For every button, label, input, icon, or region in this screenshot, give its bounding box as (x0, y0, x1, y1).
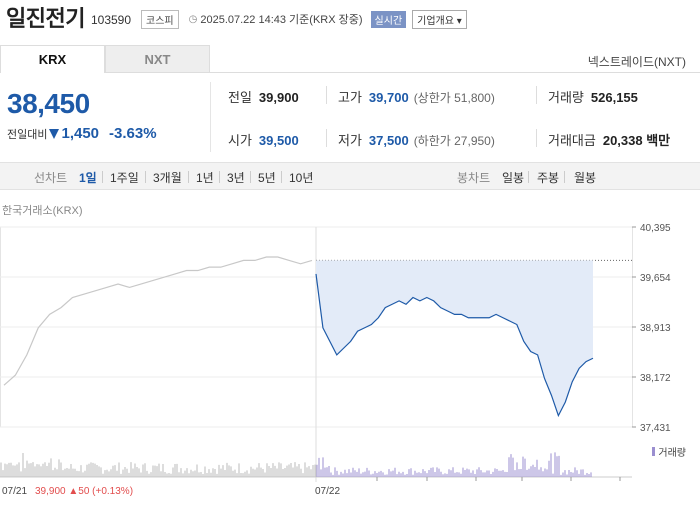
period-sep (528, 171, 529, 183)
volume-swatch (652, 447, 656, 456)
volume-legend-label: 거래량 (658, 448, 686, 459)
company-overview-label: 기업개요 (417, 15, 454, 27)
candle-daily[interactable]: 일봉 (502, 171, 525, 185)
nxt-link[interactable]: 넥스트레이드(NXT) (587, 55, 686, 69)
stat-volume-label: 거래량 (548, 90, 584, 105)
period-sep (219, 171, 220, 183)
period-1d[interactable]: 1일 (79, 171, 97, 185)
y-tick-label: 38,913 (640, 323, 671, 334)
stat-divider (326, 129, 327, 147)
price-divider (210, 82, 211, 152)
tab-divider (210, 72, 700, 73)
period-3m[interactable]: 3개월 (153, 171, 182, 185)
prev-date: 07/21 (2, 486, 28, 497)
data-source: 한국거래소(KRX) (2, 205, 83, 217)
quote-datetime: 2025.07.22 14:43 기준(KRX 장중) (200, 14, 363, 26)
stat-high-value: 39,700 (368, 90, 409, 105)
company-overview-button[interactable]: 기업개요 ▾ (412, 9, 467, 29)
stat-low: 저가 37,500 (하한가 27,950) (338, 130, 495, 149)
exchange-tabs: KRX NXT (0, 45, 210, 73)
stock-code: 103590 (90, 13, 132, 27)
company-name: 일진전기 (6, 6, 85, 31)
stat-low-label: 저가 (338, 133, 362, 148)
y-tick-label: 37,431 (640, 423, 671, 434)
change-value: 1,450 (61, 125, 100, 142)
line-chart-label: 선차트 (34, 171, 68, 185)
stat-low-value: 37,500 (368, 133, 409, 148)
period-1y[interactable]: 1년 (196, 171, 214, 185)
change-percent: -3.63% (109, 125, 157, 142)
stat-amount-value: 20,338 백만 (602, 133, 671, 148)
stat-amount: 거래대금 20,338 백만 (548, 130, 670, 149)
prev-day-line (3, 256, 313, 386)
stat-prev: 전일 39,900 (228, 87, 299, 106)
period-1w[interactable]: 1주일 (110, 171, 139, 185)
stock-header: 일진전기 103590 코스피 ◷ 2025.07.22 14:43 기준(KR… (0, 0, 700, 34)
stat-high: 고가 39,700 (상한가 51,800) (338, 87, 495, 106)
stat-prev-label: 전일 (228, 90, 252, 105)
current-price: 38,450 (7, 88, 90, 119)
stat-amount-label: 거래대금 (548, 133, 596, 148)
period-5y[interactable]: 5년 (258, 171, 276, 185)
stat-divider (536, 129, 537, 147)
y-tick-label: 39,654 (640, 273, 671, 284)
candle-monthly[interactable]: 월봉 (574, 171, 597, 185)
stat-upper-limit: (상한가 51,800) (413, 91, 495, 105)
stat-open: 시가 39,500 (228, 130, 299, 149)
period-sep (188, 171, 189, 183)
stat-volume-value: 526,155 (590, 90, 638, 105)
prev-change: ▲50 (+0.13%) (68, 486, 134, 497)
stat-divider (326, 86, 327, 104)
stat-lower-limit: (하한가 27,950) (413, 134, 495, 148)
caret-down-icon: ▾ (456, 15, 462, 27)
period-sep (281, 171, 282, 183)
stat-volume: 거래량 526,155 (548, 87, 638, 106)
stat-high-label: 고가 (338, 90, 362, 105)
market-badge: 코스피 (141, 9, 179, 29)
prev-close: 39,900 (35, 486, 66, 497)
candle-weekly[interactable]: 주봉 (537, 171, 560, 185)
period-sep (250, 171, 251, 183)
y-tick-label: 38,172 (640, 373, 671, 384)
stat-divider (536, 86, 537, 104)
period-sep (102, 171, 103, 183)
tab-nxt[interactable]: NXT (105, 45, 210, 73)
candle-chart-label: 봉차트 (457, 171, 491, 185)
stat-open-label: 시가 (228, 133, 252, 148)
stat-open-value: 39,500 (258, 133, 299, 148)
clock-icon: ◷ (188, 13, 198, 25)
tab-krx[interactable]: KRX (0, 45, 105, 73)
realtime-badge: 실시간 (370, 10, 407, 28)
period-sep (564, 171, 565, 183)
stat-prev-value: 39,900 (258, 90, 299, 105)
period-sep (145, 171, 146, 183)
volume-legend: 거래량 (652, 444, 686, 459)
period-10y[interactable]: 10년 (289, 171, 314, 185)
down-arrow-icon (49, 128, 60, 139)
prev-close-info: 39,900 ▲50 (+0.13%) (35, 486, 133, 497)
today-fill-area (316, 260, 593, 416)
change-label: 전일대비 (7, 128, 48, 141)
period-bar: 선차트 1일 1주일 3개월 1년 3년 5년 10년 봉차트 일봉 주봉 월봉 (0, 162, 700, 190)
period-3y[interactable]: 3년 (227, 171, 245, 185)
today-date: 07/22 (315, 486, 341, 497)
today-price-line (315, 273, 594, 418)
y-tick-label: 40,395 (640, 223, 671, 234)
change-row: 전일대비 1,450 -3.63% (7, 125, 157, 142)
